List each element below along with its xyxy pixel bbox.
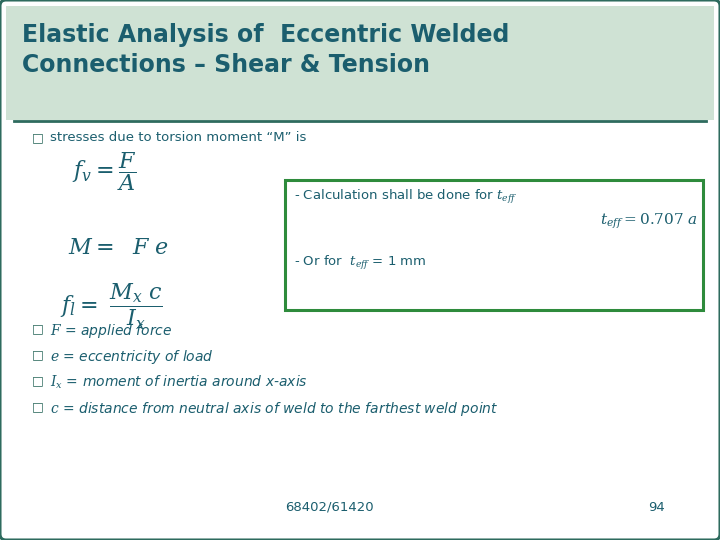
Text: □: □ bbox=[32, 348, 44, 361]
Text: $M = \ \ F\ e$: $M = \ \ F\ e$ bbox=[68, 238, 169, 258]
Text: □: □ bbox=[32, 131, 44, 144]
Text: 68402/61420: 68402/61420 bbox=[285, 501, 374, 514]
Text: 94: 94 bbox=[648, 501, 665, 514]
Text: $c$ = distance from neutral axis of weld to the farthest weld point: $c$ = distance from neutral axis of weld… bbox=[50, 400, 499, 418]
Text: - Or for  $t_{eff}$ = 1 mm: - Or for $t_{eff}$ = 1 mm bbox=[294, 254, 426, 272]
Text: □: □ bbox=[32, 400, 44, 413]
Text: stresses due to torsion moment “M” is: stresses due to torsion moment “M” is bbox=[50, 131, 307, 144]
Bar bbox=[285, 180, 703, 310]
Text: $F$ = applied force: $F$ = applied force bbox=[50, 322, 173, 340]
Text: - Calculation shall be done for $t_{eff}$: - Calculation shall be done for $t_{eff}… bbox=[294, 188, 518, 206]
Text: $I_x$ = moment of inertia around x-axis: $I_x$ = moment of inertia around x-axis bbox=[50, 374, 308, 392]
Text: $f_v = \dfrac{F}{A}$: $f_v = \dfrac{F}{A}$ bbox=[72, 150, 136, 193]
Text: $f_l = \ \dfrac{M_x\ c}{I_x}$: $f_l = \ \dfrac{M_x\ c}{I_x}$ bbox=[60, 282, 163, 332]
Bar bbox=[6, 6, 714, 120]
Text: $t_{eff} = 0.707\ a$: $t_{eff} = 0.707\ a$ bbox=[600, 212, 698, 231]
Text: $e$ = eccentricity of load: $e$ = eccentricity of load bbox=[50, 348, 214, 366]
Text: □: □ bbox=[32, 374, 44, 387]
Text: Elastic Analysis of  Eccentric Welded: Elastic Analysis of Eccentric Welded bbox=[22, 23, 509, 47]
Text: Connections – Shear & Tension: Connections – Shear & Tension bbox=[22, 53, 430, 77]
Text: □: □ bbox=[32, 322, 44, 335]
